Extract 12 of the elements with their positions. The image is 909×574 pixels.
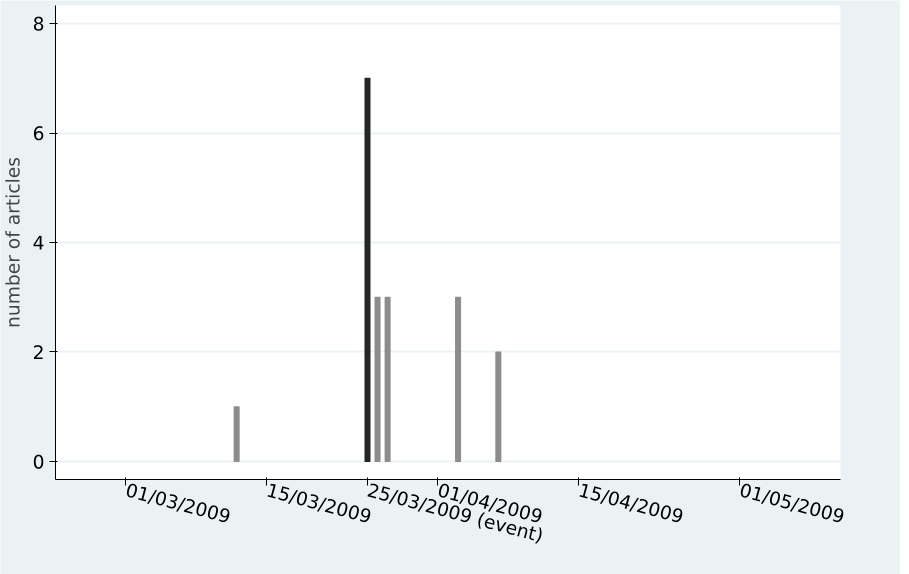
y-tick-label: 2 [32, 342, 45, 364]
y-tick-label: 6 [32, 124, 45, 146]
bar [384, 296, 391, 462]
bar [234, 406, 240, 462]
y-tick-label: 8 [32, 14, 45, 36]
bar [374, 296, 381, 462]
bar [495, 351, 502, 462]
y-tick-label: 0 [32, 452, 45, 474]
y-axis-title: number of articles [4, 157, 25, 328]
bar [364, 78, 371, 462]
y-tick-label: 4 [32, 234, 45, 254]
bar [455, 296, 462, 462]
